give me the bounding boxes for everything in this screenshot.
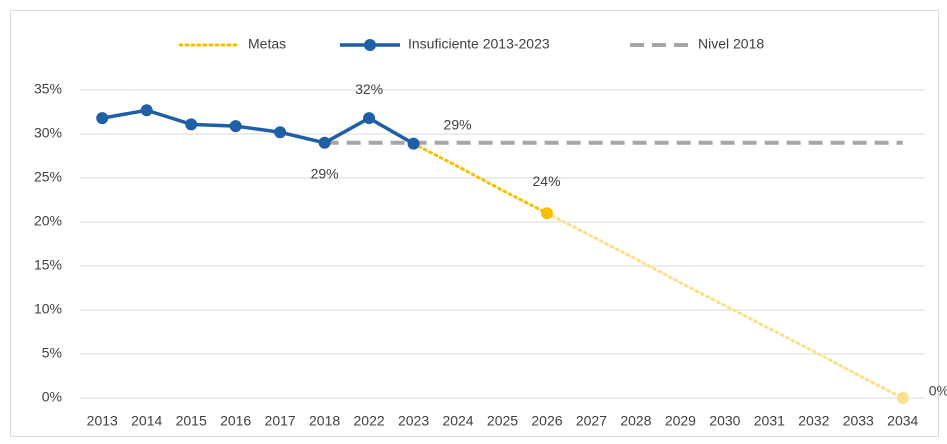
y-tick-label: 30%: [34, 125, 62, 141]
legend-marker: [364, 39, 376, 51]
data-label: 0%: [929, 383, 947, 399]
legend-label: Metas: [248, 36, 286, 52]
x-tick-label: 2032: [798, 413, 829, 429]
legend-label: Nivel 2018: [698, 36, 764, 52]
x-tick-label: 2017: [265, 413, 296, 429]
y-tick-label: 25%: [34, 169, 62, 185]
x-tick-label: 2028: [620, 413, 651, 429]
x-tick-label: 2013: [87, 413, 118, 429]
data-label: 24%: [533, 173, 561, 189]
point: [96, 112, 109, 125]
data-label: 29%: [311, 166, 339, 182]
point: [318, 136, 331, 149]
series-line: [101, 108, 415, 146]
y-tick-label: 35%: [34, 81, 62, 97]
point: [140, 104, 153, 117]
x-tick-label: 2024: [442, 413, 473, 429]
x-tick-label: 2025: [487, 413, 518, 429]
chart-frame: [10, 10, 939, 437]
x-tick-label: 2031: [754, 413, 785, 429]
data-label: 32%: [355, 81, 383, 97]
point: [407, 137, 420, 150]
x-tick-label: 2023: [398, 413, 429, 429]
x-tick-label: 2015: [176, 413, 207, 429]
x-tick-label: 2029: [665, 413, 696, 429]
x-tick-label: 2022: [354, 413, 385, 429]
x-tick-label: 2026: [531, 413, 562, 429]
point: [896, 392, 909, 404]
y-tick-label: 20%: [34, 213, 62, 229]
y-tick-label: 0%: [42, 389, 62, 405]
point: [185, 118, 198, 131]
x-tick-label: 2016: [220, 413, 251, 429]
series-line: [412, 142, 549, 215]
point: [274, 126, 287, 139]
data-label: 29%: [444, 116, 472, 132]
point: [363, 112, 376, 125]
y-tick-label: 10%: [34, 301, 62, 317]
y-tick-label: 15%: [34, 257, 62, 273]
x-tick-label: 2014: [131, 413, 162, 429]
x-tick-label: 2034: [887, 413, 918, 429]
x-tick-label: 2027: [576, 413, 607, 429]
legend-label: Insuficiente 2013-2023: [408, 36, 550, 52]
series-line: [545, 211, 905, 400]
x-tick-label: 2030: [709, 413, 740, 429]
point: [540, 207, 553, 220]
y-tick-label: 5%: [42, 345, 62, 361]
point: [229, 120, 242, 133]
x-tick-label: 2033: [843, 413, 874, 429]
x-tick-label: 2018: [309, 413, 340, 429]
